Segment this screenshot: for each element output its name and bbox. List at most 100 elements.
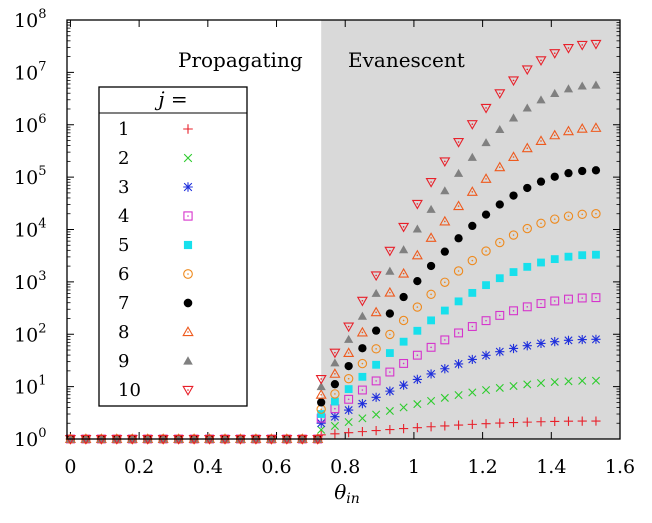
marker-series-8 [562,125,575,136]
legend-marker-5 [183,240,193,250]
marker-series-8 [466,186,478,196]
marker-series-3 [522,341,532,351]
marker-series-7 [509,191,518,200]
marker-series-3 [577,334,587,345]
marker-series-1 [508,417,519,428]
marker-series-5 [317,410,326,418]
marker-series-9 [344,334,354,343]
marker-series-1 [440,421,450,431]
marker-series-2 [564,377,573,386]
y-tick-label: 103 [14,269,46,294]
marker-series-2 [468,388,477,397]
marker-series-8 [356,326,368,337]
marker-series-4 [371,376,381,386]
marker-series-6 [495,237,505,248]
marker-series-9 [550,88,560,97]
marker-series-8 [590,122,602,132]
marker-series-7 [578,166,587,176]
marker-series-7 [385,309,395,318]
marker-series-6 [440,277,450,287]
marker-series-8 [549,129,561,140]
marker-series-6 [563,211,574,221]
marker-series-8 [576,123,588,133]
x-tick-label: 0.2 [124,456,154,478]
marker-series-8 [480,173,492,183]
marker-series-5 [592,250,600,259]
marker-series-3 [440,364,450,374]
legend-label-6: 6 [118,264,129,285]
x-tick-label: 0.6 [261,456,291,478]
legend-label-5: 5 [118,235,129,256]
marker-series-6 [398,315,409,326]
x-axis-label: θin [334,480,360,507]
marker-series-5 [482,281,490,290]
marker-series-1 [412,423,422,433]
marker-series-7 [371,326,381,335]
marker-series-4 [522,302,532,312]
marker-series-3 [316,418,326,428]
x-tick-label: 1 [408,456,420,478]
marker-series-9 [591,80,601,89]
marker-series-8 [494,161,506,172]
marker-series-4 [481,316,491,326]
legend-title: j = [154,87,187,111]
marker-series-4 [399,358,409,368]
legend-label-2: 2 [118,148,129,169]
marker-series-1 [385,424,395,435]
marker-series-9 [453,168,464,177]
marker-series-3 [399,380,409,390]
legend-marker-2 [183,153,193,163]
marker-series-10 [425,178,437,188]
marker-series-3 [426,369,436,379]
marker-series-1 [522,417,532,427]
marker-series-5 [427,316,435,325]
marker-series-2 [399,403,408,412]
marker-series-10 [590,39,602,50]
marker-series-1 [371,425,381,436]
x-tick-labels: 0 0.2 0.4 0.6 0.8 1 1.2 1.4 1.6 [64,456,635,478]
marker-series-7 [454,234,463,243]
legend-marker-3 [183,182,193,192]
marker-series-9 [495,124,505,134]
marker-series-4 [591,293,601,303]
marker-series-3 [550,337,560,347]
marker-series-10 [343,322,355,333]
marker-series-2 [372,410,381,419]
marker-series-2 [495,383,504,392]
marker-series-9 [371,288,381,297]
marker-series-10 [549,49,561,59]
marker-series-8 [398,267,410,278]
marker-series-5 [550,255,559,264]
marker-series-7 [426,261,436,271]
marker-series-9 [440,186,450,195]
marker-series-9 [508,113,519,122]
marker-series-8 [507,151,520,161]
marker-series-5 [413,326,422,335]
marker-series-10 [384,246,396,257]
marker-series-1 [426,422,436,432]
x-tick-label: 1.2 [467,456,497,478]
marker-series-3 [330,412,340,422]
marker-series-4 [426,342,436,352]
marker-series-9 [316,382,326,391]
x-tick-label: 1.4 [536,456,566,478]
marker-series-9 [467,152,477,161]
marker-series-4 [577,293,587,303]
marker-series-1 [344,428,354,438]
marker-series-5 [454,297,463,306]
marker-series-2 [550,377,559,387]
marker-series-7 [330,380,340,389]
marker-series-10 [494,89,506,99]
marker-series-3 [371,392,381,402]
legend-marker-10 [182,385,194,396]
marker-series-4 [412,350,422,360]
y-tick-label: 106 [14,112,46,137]
legend-label-3: 3 [118,177,129,198]
marker-series-6 [550,214,560,224]
marker-series-1 [563,416,574,426]
marker-series-1 [577,416,587,426]
marker-series-10 [562,44,575,54]
x-tick-label: 1.6 [605,456,635,478]
marker-series-4 [509,306,518,316]
marker-series-10 [315,374,327,385]
